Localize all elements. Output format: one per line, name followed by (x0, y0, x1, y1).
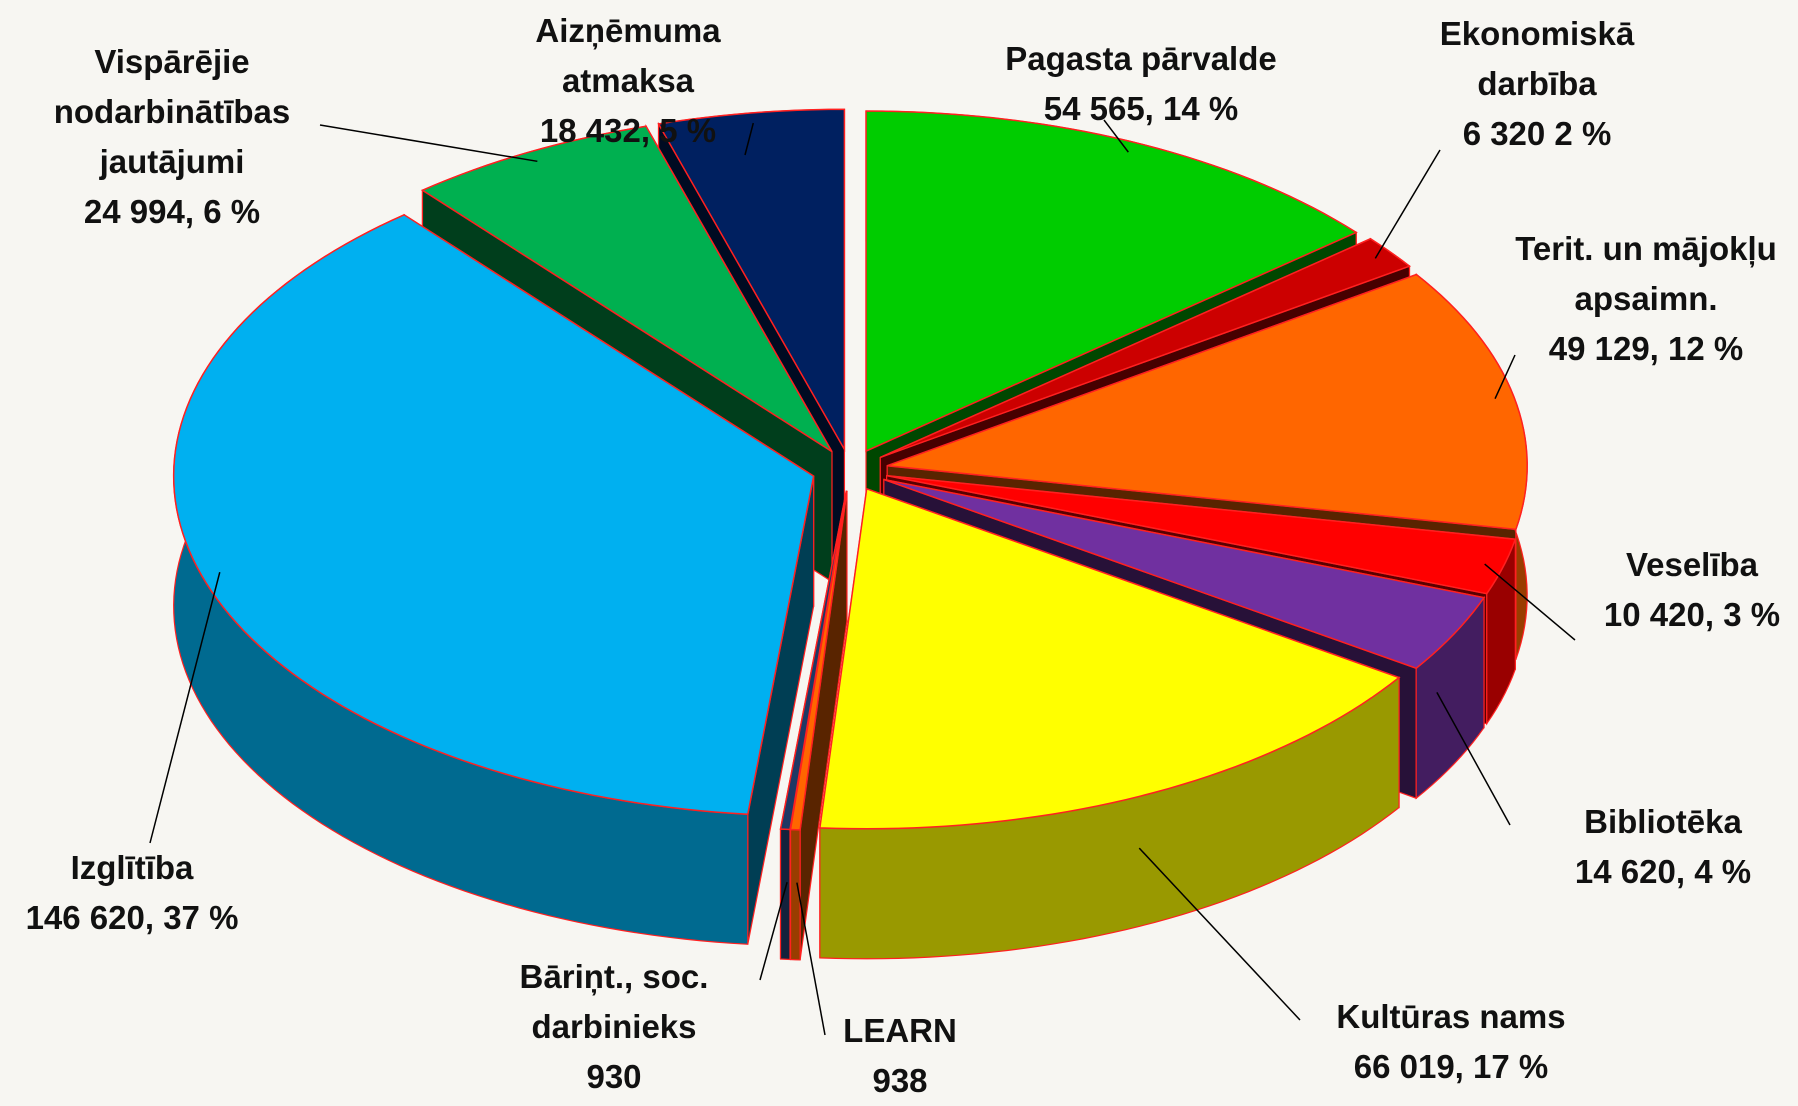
leader-line (319, 124, 538, 163)
slice (819, 487, 1401, 830)
label-value: 938 (872, 1062, 928, 1099)
leader-line (796, 882, 826, 1036)
slice-label: Terit. un mājokļu apsaimn. 49 129, 12 % (1481, 224, 1798, 374)
label-name: LEARN (843, 1012, 957, 1049)
label-value: 14 620, 4 % (1574, 853, 1752, 890)
slice (879, 237, 1412, 459)
label-value: 146 620, 37 % (25, 899, 239, 936)
label-name: Kultūras nams (1336, 998, 1566, 1035)
slice (172, 213, 815, 816)
label-value: 18 432, 5 % (539, 112, 717, 149)
label-value: 66 019, 17 % (1353, 1048, 1549, 1085)
slice-label: Kultūras nams 66 019, 17 % (1301, 992, 1601, 1092)
label-value: 930 (586, 1058, 642, 1095)
slice-label: Pagasta pārvalde 54 565, 14 % (931, 34, 1351, 134)
leader-line (1484, 563, 1576, 641)
label-name: Ekonomiskā darbība (1439, 15, 1635, 102)
slice-label: Veselība 10 420, 3 % (1592, 540, 1792, 640)
label-value: 6 320 2 % (1462, 115, 1612, 152)
label-name: Pagasta pārvalde (1005, 40, 1277, 77)
slice (886, 474, 1517, 595)
slice (865, 110, 1358, 453)
slice-label: Aizņēmuma atmaksa 18 432, 5 % (493, 6, 763, 156)
label-value: 49 129, 12 % (1548, 330, 1744, 367)
label-value: 54 565, 14 % (1043, 90, 1239, 127)
label-value: 10 420, 3 % (1603, 596, 1781, 633)
slice-label: LEARN 938 (820, 1006, 980, 1106)
label-name: Terit. un mājokļu apsaimn. (1515, 230, 1777, 317)
label-name: Bāriņt., soc. darbinieks (519, 958, 709, 1045)
leader-line (1436, 692, 1511, 826)
label-name: Aizņēmuma atmaksa (535, 12, 721, 99)
slice (779, 490, 848, 831)
leader-line (1374, 149, 1441, 259)
slice (420, 125, 833, 453)
slice (886, 273, 1528, 531)
leader-line (1494, 354, 1516, 400)
slice-label: Vispārējie nodarbinātības jautājumi 24 99… (12, 37, 332, 237)
leader-line (1103, 119, 1129, 153)
slice-side (779, 828, 791, 961)
label-name: Izglītība (70, 849, 194, 886)
leader-line (149, 571, 221, 844)
leader-line (759, 881, 788, 981)
leader-line (744, 122, 755, 156)
slice-label: Bibliotēka 14 620, 4 % (1543, 797, 1783, 897)
label-name: Veselība (1625, 546, 1759, 583)
slice (657, 108, 846, 453)
label-value: 24 994, 6 % (83, 193, 261, 230)
slice-label: Ekonomiskā darbība 6 320 2 % (1407, 9, 1667, 159)
label-name: Bibliotēka (1584, 803, 1742, 840)
label-name: Vispārējie nodarbinātības jautājumi (53, 43, 291, 180)
slice-label: Bāriņt., soc. darbinieks 930 (499, 952, 729, 1102)
slice-label: Izglītība 146 620, 37 % (2, 843, 262, 943)
slice (883, 478, 1486, 670)
leader-line (1138, 847, 1301, 1021)
